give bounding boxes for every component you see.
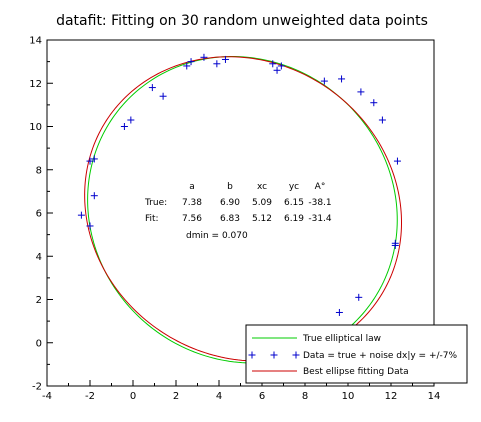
y-tick-label: 0 — [36, 338, 42, 349]
annotation-value: -38.1 — [308, 198, 331, 208]
fit-parameters-annotation: a b xc yc A° True: 7.38 6.90 5.09 6.15 -38.1 Fit: 7.… — [144, 182, 332, 241]
data-point — [378, 116, 386, 124]
annotation-value: 5.12 — [252, 214, 272, 224]
true-ellipse-curve — [87, 56, 398, 364]
annotation-value: 7.38 — [182, 198, 202, 208]
annotation-value: -31.4 — [308, 214, 332, 224]
legend-label: Data = true + noise dx|y = +/-7% — [303, 351, 457, 361]
y-tick-label: -2 — [32, 382, 42, 393]
data-point — [391, 241, 399, 249]
legend-marker — [292, 351, 300, 359]
data-point — [90, 192, 98, 200]
annotation-dmin: dmin = 0.070 — [186, 231, 248, 241]
legend-box — [245, 324, 468, 384]
annotation-value: 6.83 — [220, 214, 240, 224]
fit-ellipse-curve — [84, 56, 403, 362]
y-tick-label: 6 — [36, 209, 42, 220]
data-point — [338, 75, 346, 83]
annotation-row-label: Fit: — [145, 214, 159, 224]
x-tick-label: 4 — [216, 391, 222, 402]
annotation-header: xc — [257, 182, 267, 192]
x-tick-label: 6 — [259, 391, 265, 402]
data-point — [148, 84, 156, 92]
data-point — [213, 60, 221, 68]
y-tick-label: 8 — [36, 165, 42, 176]
data-point — [183, 62, 191, 70]
legend: True elliptical law Data = true + noise d… — [245, 324, 468, 384]
data-point — [320, 77, 328, 85]
y-tick-label: 2 — [36, 295, 42, 306]
x-tick-label: 14 — [428, 391, 441, 402]
annotation-value: 6.19 — [284, 214, 304, 224]
y-tick-label: 14 — [29, 36, 42, 47]
x-tick-label: 2 — [173, 391, 179, 402]
y-tick-label: 12 — [29, 79, 42, 90]
data-point — [335, 308, 343, 316]
annotation-value: 6.15 — [284, 198, 304, 208]
annotation-value: 6.90 — [220, 198, 240, 208]
data-point — [269, 60, 277, 68]
data-point — [187, 58, 195, 66]
data-point — [86, 222, 94, 230]
data-point — [127, 116, 135, 124]
data-point — [277, 62, 285, 70]
plot-area — [77, 53, 403, 364]
annotation-header: yc — [289, 182, 299, 192]
annotation-value: 5.09 — [252, 198, 272, 208]
data-point — [120, 123, 128, 130]
y-tick-label: 10 — [29, 122, 42, 133]
data-point — [77, 211, 85, 219]
annotation-header: A° — [315, 182, 326, 192]
x-tick-label: 0 — [130, 391, 136, 402]
legend-marker — [248, 351, 256, 359]
chart-title: datafit: Fitting on 30 random unweighted… — [56, 13, 428, 29]
data-point — [159, 92, 167, 100]
x-tick-label: -4 — [42, 391, 52, 402]
data-point — [200, 53, 208, 61]
data-point — [90, 155, 98, 163]
data-point — [355, 293, 363, 301]
legend-label: Best ellipse fitting Data — [303, 367, 409, 377]
y-tick-label: 4 — [36, 252, 42, 263]
data-point — [370, 99, 378, 107]
x-tick-label: 8 — [302, 391, 308, 402]
x-tick-label: 12 — [385, 391, 398, 402]
x-tick-label: -2 — [85, 391, 95, 402]
legend-label: True elliptical law — [302, 334, 381, 344]
annotation-value: 7.56 — [182, 214, 202, 224]
annotation-header: b — [227, 182, 233, 192]
data-point — [393, 157, 401, 165]
data-point — [273, 66, 281, 74]
annotation-header: a — [189, 182, 195, 192]
x-tick-label: 10 — [342, 391, 355, 402]
data-point — [221, 55, 229, 63]
annotation-row-label: True: — [144, 198, 167, 208]
data-point — [86, 157, 94, 165]
legend-marker — [270, 351, 278, 359]
data-point — [357, 88, 365, 96]
